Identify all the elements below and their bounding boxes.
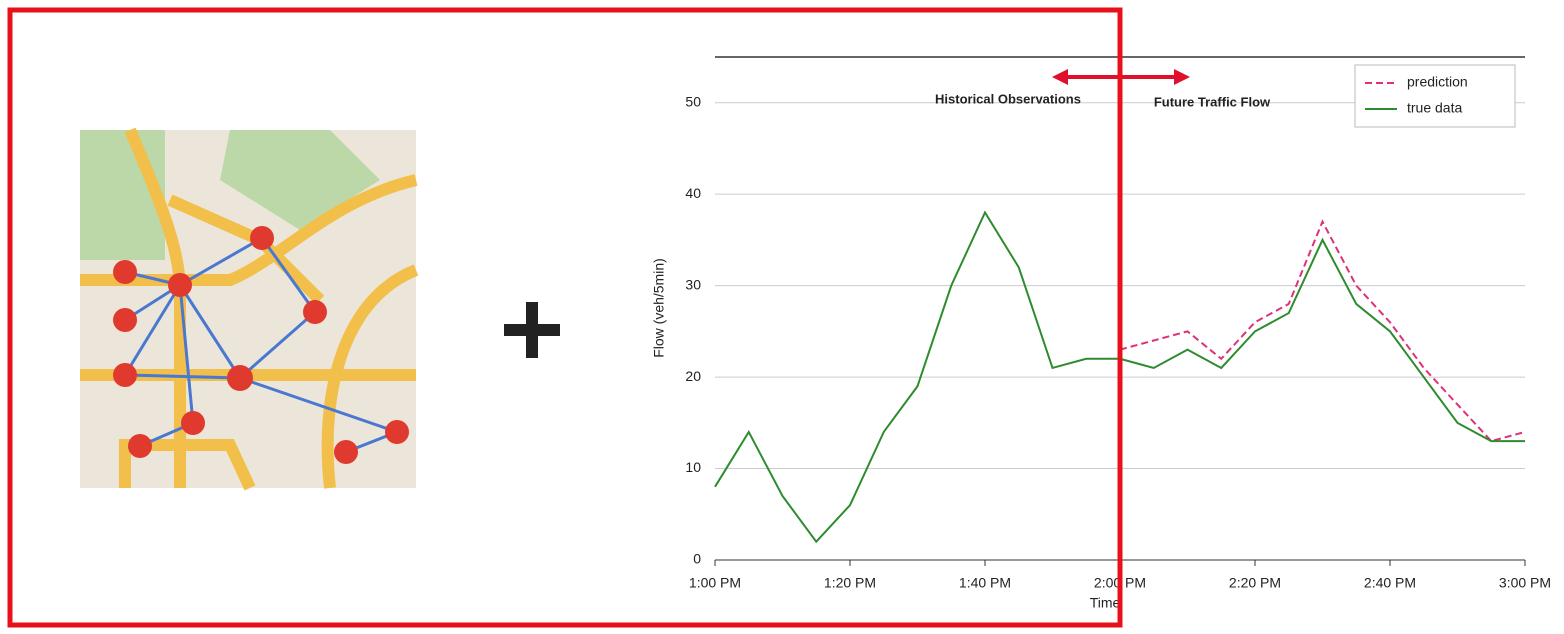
y-tick-label: 0: [693, 551, 701, 567]
y-tick-label: 40: [685, 185, 701, 201]
road-map: [80, 130, 416, 488]
y-tick-label: 30: [685, 276, 701, 292]
legend-label: prediction: [1407, 74, 1468, 90]
y-tick-label: 50: [685, 93, 701, 109]
x-tick-label: 1:20 PM: [824, 575, 876, 591]
x-tick-label: 1:40 PM: [959, 575, 1011, 591]
y-tick-label: 20: [685, 368, 701, 384]
y-tick-label: 10: [685, 459, 701, 475]
legend-label: true data: [1407, 100, 1462, 116]
series-line: [1120, 222, 1525, 441]
x-tick-label: 2:20 PM: [1229, 575, 1281, 591]
x-tick-label: 2:40 PM: [1364, 575, 1416, 591]
page: {"chart_data": {"type": "line", "annotat…: [0, 0, 1564, 634]
plus-sign: [504, 302, 560, 358]
annotation: Historical Observations: [935, 91, 1081, 106]
x-tick-label: 1:00 PM: [689, 575, 741, 591]
x-tick-label: 3:00 PM: [1499, 575, 1551, 591]
annotation: Future Traffic Flow: [1154, 94, 1271, 109]
figure: 010203040501:00 PM1:20 PM1:40 PM2:00 PM2…: [0, 0, 1564, 629]
y-axis-label: Flow (veh/5min): [651, 258, 667, 358]
x-axis-label: Time: [1090, 595, 1121, 611]
